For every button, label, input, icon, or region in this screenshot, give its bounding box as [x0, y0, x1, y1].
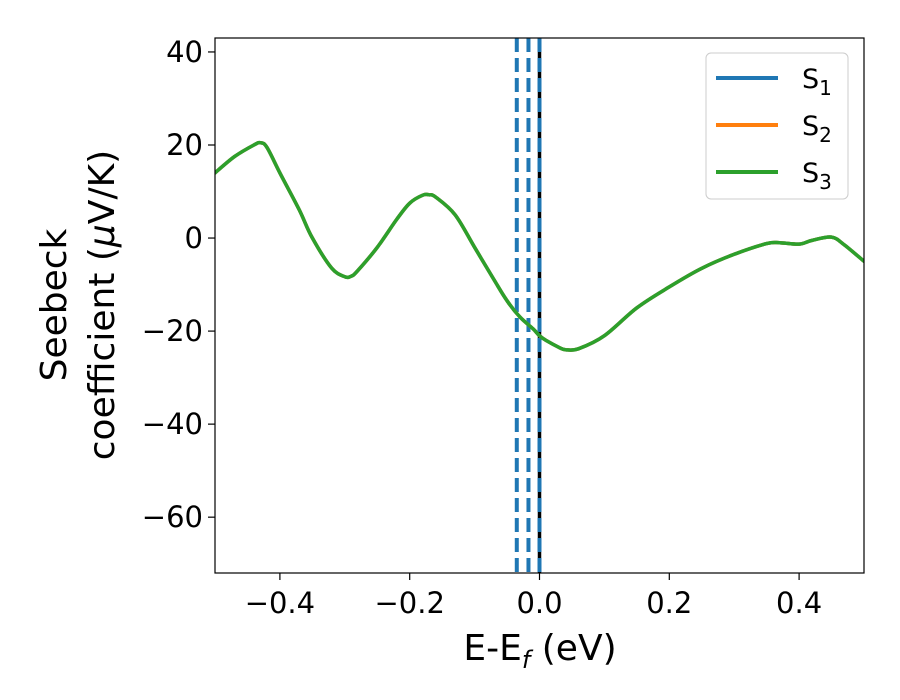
y-tick-label: −40: [142, 407, 203, 441]
x-tick-label: −0.4: [245, 586, 315, 620]
x-tick-label: 0.4: [776, 586, 822, 620]
y-tick-label: 20: [166, 128, 203, 162]
legend-label-2: S2: [802, 111, 832, 147]
y-tick-label: −60: [142, 500, 203, 534]
y-axis-label: Seebeck coefficient (μV/K): [34, 150, 123, 460]
series-line-3: [215, 140, 864, 352]
legend-label-3: S3: [802, 158, 832, 194]
y-axis-label-line2: coefficient (μV/K): [82, 150, 123, 460]
plot-area: [215, 38, 864, 573]
axis-ticks: −0.4 −0.2 0.0 0.2 0.4 40 20 0 −20 −40 −60: [142, 35, 822, 620]
y-axis-label-line1: Seebeck: [34, 228, 75, 381]
x-tick-label: −0.2: [374, 586, 444, 620]
x-axis-label: E-Ef (eV): [463, 628, 616, 674]
x-tick-label: 0.0: [516, 586, 562, 620]
y-tick-label: 40: [166, 35, 203, 69]
y-tick-label: −20: [142, 314, 203, 348]
y-tick-label: 0: [185, 221, 203, 255]
legend: S1 S2 S3: [705, 52, 849, 200]
x-tick-label: 0.2: [646, 586, 692, 620]
legend-label-1: S1: [802, 64, 832, 100]
